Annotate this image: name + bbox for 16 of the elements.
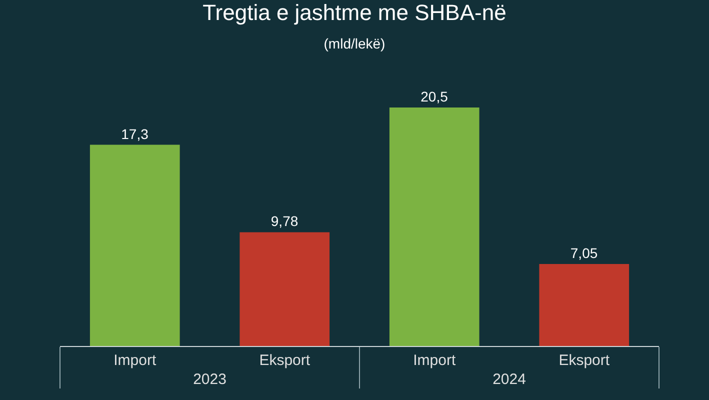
data-label: 9,78 xyxy=(270,213,298,230)
chart-subtitle: (mld/lekë) xyxy=(324,36,386,52)
text: Eksport xyxy=(558,352,610,369)
data-label: 20,5 xyxy=(420,88,448,105)
x-tick-label: 2023 xyxy=(193,371,226,388)
chart-title: Tregtia e jashtme me SHBA-në xyxy=(202,0,506,25)
series-label: Eksport xyxy=(259,352,311,369)
text: Import xyxy=(413,352,456,369)
bar xyxy=(389,108,480,346)
data-label: 7,05 xyxy=(570,245,598,261)
x-tick-label: 2024 xyxy=(492,371,526,388)
series-label: Import xyxy=(114,352,157,369)
bar xyxy=(90,144,180,346)
bar xyxy=(539,264,630,346)
bar xyxy=(240,232,330,346)
data-label: 17,3 xyxy=(121,126,149,142)
